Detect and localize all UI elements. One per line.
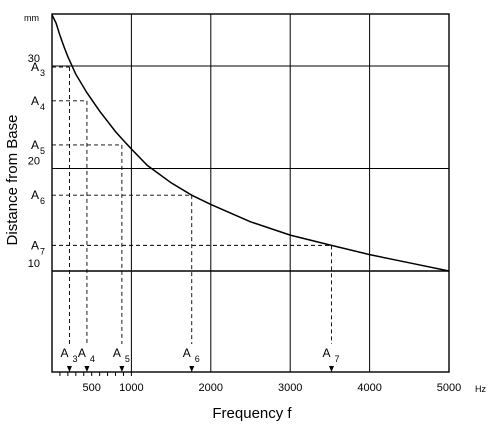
x-axis-title: Frequency f: [212, 405, 292, 422]
marker-label-y-sub: 7: [40, 246, 45, 256]
marker-label-x: A: [183, 346, 191, 360]
y-tick-label: 10: [28, 258, 40, 270]
marker-arrow: [119, 366, 125, 372]
marker-label-y: A: [31, 138, 39, 152]
x-axis: 500 1000 2000 3000 4000 5000: [59, 372, 461, 394]
plot-frame: [51, 13, 450, 373]
marker-label-y-sub: 6: [40, 196, 45, 206]
marker-label-x-sub: 6: [195, 354, 200, 364]
y-tick-label: 30: [28, 53, 40, 65]
marker-label-y: A: [31, 238, 39, 252]
marker-label-x-sub: 3: [72, 354, 77, 364]
marker-label-x: A: [113, 346, 121, 360]
curve-group: [51, 14, 450, 272]
marker-label-x: A: [78, 346, 86, 360]
y-axis: 10 20 30: [28, 53, 40, 270]
marker-label-y: A: [31, 188, 39, 202]
x-tick-label: 5000: [437, 382, 461, 394]
x-tick-label: 2000: [199, 382, 223, 394]
marker-arrow: [189, 366, 195, 372]
marker-label-x-sub: 4: [90, 354, 95, 364]
frequency-curve: [51, 14, 450, 272]
marker-labels: A 3A 3A 4A 4A 5A 5A 6A 6A 7A 7: [31, 60, 340, 364]
marker-guides: [52, 66, 334, 372]
marker-label-y-sub: 3: [40, 68, 45, 78]
marker-arrow: [84, 366, 90, 372]
y-axis-title: Distance from Base: [4, 115, 21, 246]
x-tick-label: 4000: [357, 382, 381, 394]
y-tick-label: 20: [28, 156, 40, 168]
x-tick-label: 500: [83, 382, 101, 394]
marker-label-x: A: [60, 346, 68, 360]
x-tick-label: 1000: [119, 382, 143, 394]
marker-label-y: A: [31, 94, 39, 108]
marker-label-y: A: [31, 60, 39, 74]
marker-label-y-sub: 5: [40, 146, 45, 156]
marker-label-x-sub: 7: [334, 354, 339, 364]
grid: [52, 14, 450, 372]
marker-label-x-sub: 5: [125, 354, 130, 364]
marker-label-y-sub: 4: [40, 102, 45, 112]
y-unit-label: mm: [24, 13, 39, 23]
x-unit-label: Hz: [475, 384, 486, 394]
plot-border: [51, 13, 450, 373]
x-tick-label: 3000: [278, 382, 302, 394]
marker-arrow: [66, 366, 72, 372]
marker-label-x: A: [322, 346, 330, 360]
marker-arrow: [328, 366, 334, 372]
